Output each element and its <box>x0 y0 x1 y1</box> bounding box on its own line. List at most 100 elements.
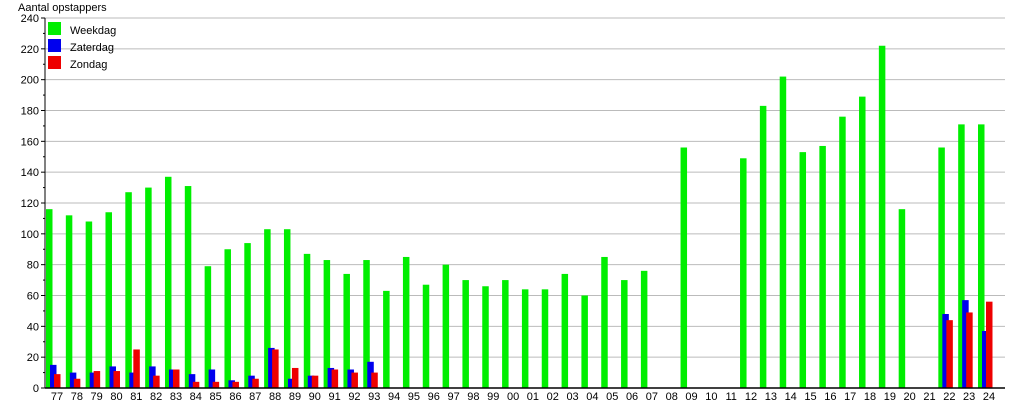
bar-weekdag-04 <box>581 295 588 388</box>
bar-weekdag-16 <box>819 145 826 388</box>
bar-zaterdag-77 <box>50 364 57 388</box>
bar-weekdag-82 <box>145 187 152 388</box>
bar-weekdag-97 <box>442 264 450 388</box>
x-tick-label: 84 <box>190 391 202 400</box>
bar-zondag-83 <box>172 369 180 388</box>
bars <box>46 45 993 389</box>
y-axis-label: Aantal opstappers <box>18 2 107 14</box>
x-tick-label: 81 <box>130 391 142 400</box>
bar-weekdag-19 <box>878 45 886 388</box>
x-tick-label: 08 <box>666 391 678 400</box>
bar-zondag-90 <box>311 375 319 388</box>
bar-weekdag-05 <box>601 256 608 388</box>
x-tick-label: 03 <box>566 391 578 400</box>
bar-zondag-92 <box>351 372 358 388</box>
bar-weekdag-78 <box>65 215 73 388</box>
legend-swatch-zondag <box>48 56 61 69</box>
x-tick-label: 11 <box>726 391 737 400</box>
bar-zondag-80 <box>113 371 120 388</box>
x-tick-label: 18 <box>864 391 876 400</box>
x-tick-label: 94 <box>388 391 400 400</box>
y-tick-label: 0 <box>33 383 39 395</box>
x-tick-label: 07 <box>646 391 658 400</box>
x-tick-label: 05 <box>606 391 618 400</box>
bar-zondag-77 <box>54 374 61 388</box>
bar-weekdag-15 <box>799 152 807 388</box>
bar-weekdag-07 <box>640 270 648 388</box>
legend-swatch-zaterdag <box>48 39 61 52</box>
bar-weekdag-98 <box>462 280 469 388</box>
bar-zondag-87 <box>252 378 259 388</box>
y-tick-label: 20 <box>27 352 39 364</box>
x-tick-label: 88 <box>269 391 281 400</box>
bar-weekdag-09 <box>680 147 688 388</box>
bar-weekdag-83 <box>164 176 172 388</box>
x-tick-label: 04 <box>586 391 598 400</box>
x-tick-label: 80 <box>110 391 122 400</box>
bar-zaterdag-90 <box>307 375 315 388</box>
x-tick-label: 85 <box>210 391 222 400</box>
bar-zaterdag-89 <box>287 378 295 388</box>
bar-zondag-23 <box>966 312 973 388</box>
legend-label-zaterdag: Zaterdag <box>70 42 114 54</box>
x-tick-label: 90 <box>309 391 321 400</box>
x-tick-label: 21 <box>923 391 935 400</box>
x-tick-label: 23 <box>963 391 975 400</box>
bar-weekdag-91 <box>323 260 331 388</box>
bar-zaterdag-78 <box>69 372 77 388</box>
x-tick-label: 99 <box>487 391 499 400</box>
bar-weekdag-86 <box>224 249 231 388</box>
bar-weekdag-17 <box>839 116 846 389</box>
x-tick-label: 87 <box>249 391 261 400</box>
bar-zondag-86 <box>232 381 239 388</box>
x-tick-label: 12 <box>745 391 757 400</box>
y-tick-label: 200 <box>21 75 39 87</box>
bar-weekdag-14 <box>779 76 787 388</box>
bar-weekdag-84 <box>184 186 192 388</box>
x-tick-label: 95 <box>408 391 420 400</box>
legend-label-weekdag: Weekdag <box>70 25 116 37</box>
y-tick-label: 40 <box>27 321 39 333</box>
bar-weekdag-12 <box>740 158 747 388</box>
bar-weekdag-18 <box>859 96 866 388</box>
x-tick-label: 92 <box>348 391 360 400</box>
x-tick-label: 98 <box>467 391 479 400</box>
bar-weekdag-90 <box>303 253 311 388</box>
bar-weekdag-01 <box>521 289 529 388</box>
x-tick-label: 93 <box>368 391 380 400</box>
bar-zaterdag-88 <box>268 347 275 388</box>
x-tick-label: 00 <box>507 391 519 400</box>
bar-zaterdag-82 <box>149 366 156 388</box>
bar-weekdag-22 <box>938 147 945 388</box>
bar-zondag-78 <box>73 378 81 388</box>
x-tick-label: 86 <box>229 391 241 400</box>
x-tick-label: 83 <box>170 391 182 400</box>
y-tick-label: 220 <box>21 44 39 56</box>
bar-zaterdag-22 <box>942 314 949 388</box>
x-tick-label: 20 <box>904 391 916 400</box>
bar-zondag-79 <box>93 371 101 388</box>
x-tick-label: 96 <box>428 391 440 400</box>
bar-zondag-88 <box>272 349 279 388</box>
bar-zaterdag-85 <box>208 369 216 388</box>
bar-weekdag-24 <box>978 124 985 388</box>
bar-weekdag-23 <box>958 124 965 388</box>
bar-zondag-85 <box>212 381 220 388</box>
bar-weekdag-80 <box>105 212 112 388</box>
bar-weekdag-92 <box>343 273 350 388</box>
bar-weekdag-88 <box>264 229 271 388</box>
bar-zondag-93 <box>371 372 378 388</box>
x-tick-label: 09 <box>685 391 697 400</box>
x-tick-label: 91 <box>328 391 340 400</box>
bar-zaterdag-83 <box>168 369 176 388</box>
x-tick-label: 79 <box>91 391 103 400</box>
x-tick-label: 10 <box>705 391 717 400</box>
bar-weekdag-89 <box>283 229 291 388</box>
y-tick-label: 240 <box>21 13 39 25</box>
legend: Weekdag Zaterdag Zondag <box>48 22 116 71</box>
bar-weekdag-06 <box>621 280 628 388</box>
x-axis-ticks: 77 78 79 80 81 82 83 84 85 86 87 88 89 90 91 92 93 94 95 96… <box>51 391 995 403</box>
y-tick-label: 180 <box>21 106 39 118</box>
bar-zondag-91 <box>331 369 339 388</box>
y-tick-label: 160 <box>21 136 39 148</box>
